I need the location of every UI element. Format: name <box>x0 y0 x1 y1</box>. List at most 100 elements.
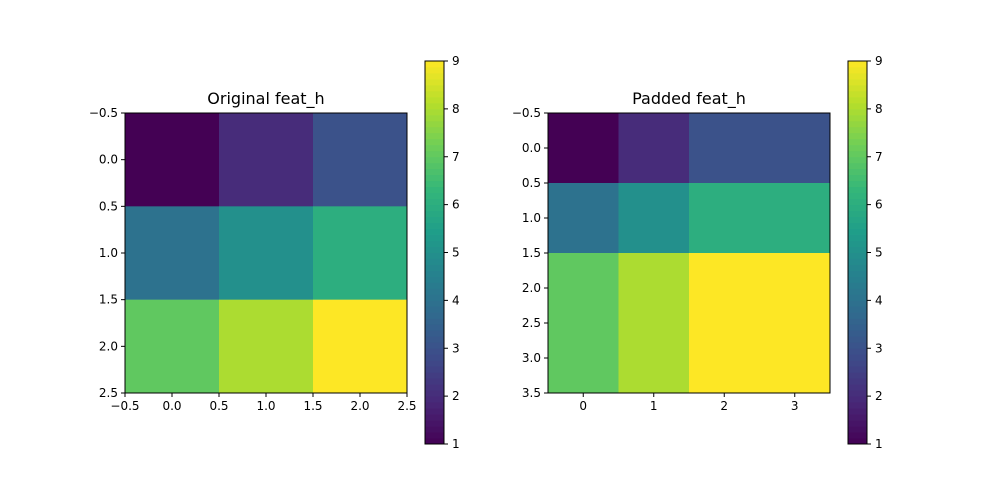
colorbar-segment <box>425 210 444 217</box>
y-tick-label: 0.0 <box>522 141 541 155</box>
colorbar-segment <box>848 240 867 247</box>
colorbar-segment <box>848 438 867 445</box>
heatmap-cell <box>125 113 220 207</box>
heatmap-cell <box>125 299 220 394</box>
heatmap-cell <box>219 113 314 207</box>
y-tick-label: 3.5 <box>522 386 541 400</box>
colorbar-segment <box>425 312 444 319</box>
colorbar-segment <box>425 96 444 104</box>
colorbar-segment <box>848 396 867 403</box>
colorbar-segment <box>425 276 444 283</box>
x-tick-label: 0.0 <box>162 399 181 413</box>
colorbar-segment <box>425 300 444 307</box>
y-tick-label: 2.5 <box>99 386 118 400</box>
colorbar-segment <box>425 288 444 295</box>
colorbar-tick-label: 5 <box>875 246 883 260</box>
heatmap-cell <box>313 299 408 394</box>
x-tick-label: 3 <box>791 399 799 413</box>
x-axis-ticks: 0 1 2 3 <box>579 393 799 413</box>
colorbar-segment <box>425 270 444 277</box>
colorbar-segment <box>425 61 444 68</box>
y-tick-label: −0.5 <box>89 106 118 120</box>
colorbar-segment <box>848 378 867 385</box>
heatmap-cell <box>618 323 690 394</box>
x-tick-label: −0.5 <box>110 399 139 413</box>
colorbar-segment <box>425 414 444 421</box>
chart-original: Original feat_h −0.5 0.0 0.5 1.0 1.5 2.0 2.5 −… <box>89 54 460 451</box>
heatmap-cell <box>219 206 314 300</box>
x-tick-label: 0.5 <box>209 399 228 413</box>
colorbar-segment <box>848 246 867 253</box>
x-tick-label: 0 <box>579 399 587 413</box>
colorbar-segment <box>848 342 867 349</box>
colorbar-segment <box>425 318 444 325</box>
colorbar-segment <box>425 132 444 140</box>
colorbar-segment <box>848 156 867 164</box>
colorbar-tick-label: 7 <box>452 150 460 164</box>
heatmap-cell <box>759 113 831 184</box>
x-tick-label: 2.5 <box>397 399 416 413</box>
colorbar-segment <box>848 114 867 122</box>
y-tick-label: 2.0 <box>99 339 118 353</box>
colorbar-segment <box>425 120 444 128</box>
colorbar-segment <box>425 366 444 373</box>
heatmap-cell <box>759 183 831 254</box>
colorbar-segment <box>848 216 867 223</box>
x-tick-label: 2.0 <box>350 399 369 413</box>
colorbar-segment <box>425 114 444 122</box>
colorbar-segment <box>425 348 444 355</box>
colorbar-segment <box>425 336 444 343</box>
heatmap-cell <box>125 206 220 300</box>
colorbar-segment <box>425 108 444 116</box>
colorbar-segment <box>425 420 444 427</box>
colorbar-segment <box>425 360 444 367</box>
heatmap-cell <box>618 183 690 254</box>
colorbar-segment <box>848 228 867 235</box>
colorbar: 1 2 3 4 5 6 7 8 9 <box>424 54 460 451</box>
colorbar-segment <box>848 198 867 206</box>
y-tick-label: 0.5 <box>99 199 118 213</box>
colorbar-segment <box>848 126 867 134</box>
colorbar-segment <box>425 72 444 80</box>
colorbar-segment <box>848 282 867 289</box>
heatmap-cell <box>548 323 619 394</box>
colorbar-segment <box>425 66 444 74</box>
x-tick-label: 1 <box>650 399 658 413</box>
colorbar-segment <box>425 408 444 415</box>
colorbar-segment <box>425 102 444 110</box>
colorbar-segment <box>425 330 444 337</box>
colorbar-segment <box>848 174 867 182</box>
colorbar-segment <box>425 372 444 379</box>
colorbar-segment <box>425 162 444 170</box>
colorbar-segment <box>848 258 867 265</box>
colorbar-segment <box>425 438 444 445</box>
colorbar-tick-label: 1 <box>452 437 460 451</box>
colorbar-segment <box>848 348 867 355</box>
y-axis-ticks: −0.5 0.0 0.5 1.0 1.5 2.0 2.5 3.0 3.5 <box>512 106 548 400</box>
x-tick-label: 1.5 <box>303 399 322 413</box>
colorbar-segment <box>425 216 444 223</box>
colorbar-segment <box>848 414 867 421</box>
chart-title: Padded feat_h <box>632 89 746 109</box>
colorbar-segment <box>425 180 444 188</box>
colorbar-segment <box>425 264 444 271</box>
colorbar-segment <box>425 234 444 241</box>
y-tick-label: 2.5 <box>522 316 541 330</box>
colorbar-segment <box>425 390 444 397</box>
colorbar-segment <box>848 150 867 158</box>
colorbar-segment <box>425 240 444 247</box>
colorbar-segment <box>425 324 444 331</box>
colorbar-segment <box>848 330 867 337</box>
colorbar-tick-label: 9 <box>452 54 460 68</box>
colorbar-segment <box>848 168 867 176</box>
colorbar-segment <box>425 192 444 200</box>
colorbar-segment <box>425 396 444 403</box>
colorbar-segment <box>848 432 867 439</box>
colorbar-tick-label: 2 <box>875 389 883 403</box>
colorbar-tick-label: 2 <box>452 389 460 403</box>
colorbar-segment <box>848 66 867 74</box>
colorbar: 1 2 3 4 5 6 7 8 9 <box>847 54 883 451</box>
colorbar-segment <box>848 210 867 217</box>
y-tick-label: 0.0 <box>99 153 118 167</box>
colorbar-segment <box>848 318 867 325</box>
